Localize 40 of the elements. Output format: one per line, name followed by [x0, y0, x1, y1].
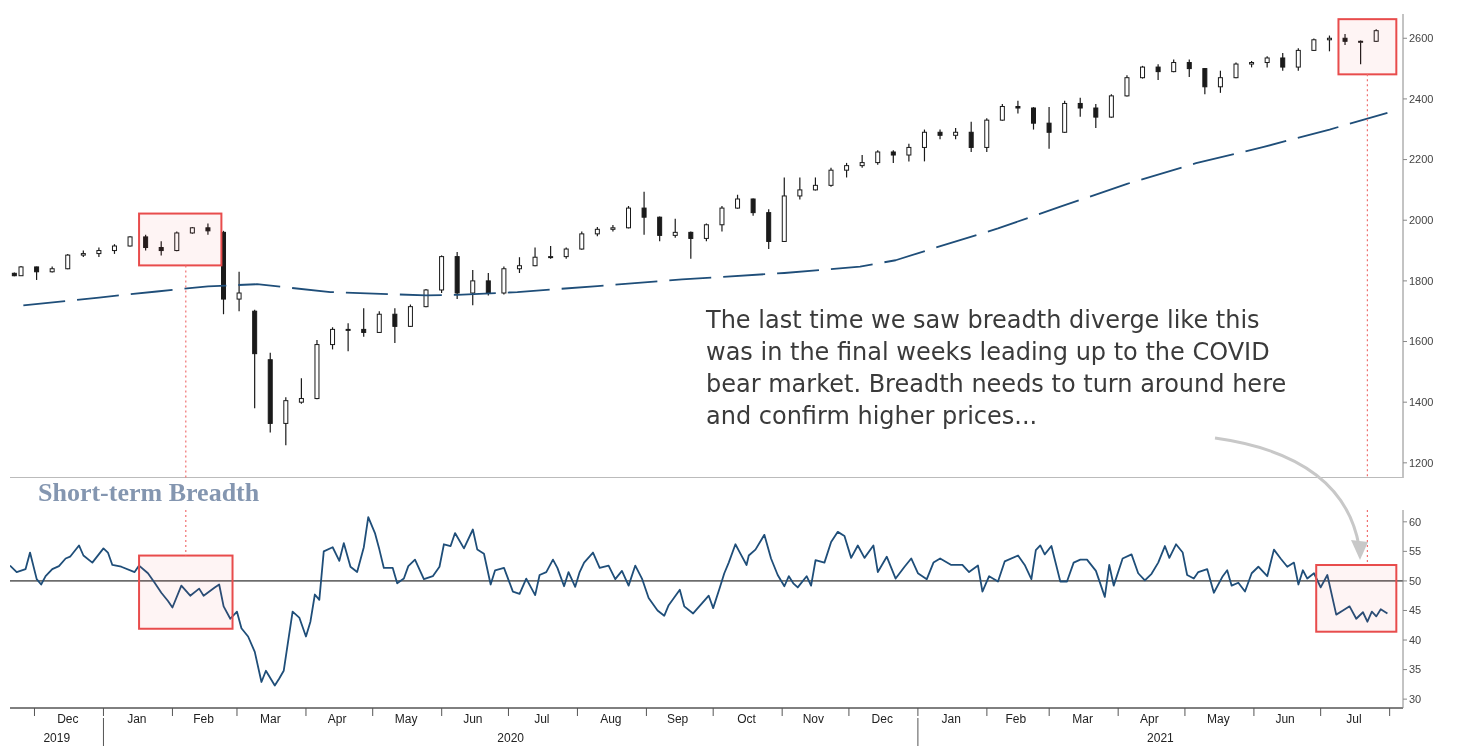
- y-tick-label: 60: [1409, 515, 1422, 528]
- x-tick-label: Jun: [1275, 712, 1295, 726]
- y-tick-label: 2400: [1409, 92, 1434, 105]
- y-tick-label: 50: [1409, 574, 1422, 587]
- y-tick-label: 2200: [1409, 153, 1434, 166]
- x-tick-label: Jun: [463, 712, 483, 726]
- y-tick-label: 30: [1409, 693, 1422, 706]
- x-tick-label: Dec: [57, 712, 79, 726]
- text: 2019: [43, 731, 71, 745]
- x-tick-label: Jul: [1346, 712, 1362, 726]
- x-tick-label: Mar: [1072, 712, 1093, 726]
- x-tick-label: Apr: [1139, 712, 1159, 726]
- y-tick-label: 45: [1409, 604, 1422, 617]
- y-tick-label: 40: [1409, 633, 1422, 646]
- x-tick-label: Apr: [327, 712, 347, 726]
- x-tick-label: May: [1206, 712, 1230, 726]
- x-tick-label: May: [394, 712, 418, 726]
- x-tick-label: Feb: [1005, 712, 1027, 726]
- x-tick-label: Dec: [871, 712, 893, 726]
- y-tick-label: 1600: [1409, 335, 1434, 348]
- x-tick-label: Aug: [600, 712, 622, 726]
- y-tick-label: 1800: [1409, 274, 1434, 287]
- text: 2020: [497, 731, 525, 745]
- x-tick-label: Nov: [802, 712, 824, 726]
- y-tick-label: 55: [1409, 545, 1422, 558]
- x-tick-label: Mar: [260, 712, 281, 726]
- y-tick-label: 2600: [1409, 32, 1434, 45]
- y-tick-label: 1200: [1409, 456, 1434, 469]
- text: 2021: [1147, 731, 1175, 745]
- x-tick-label: Feb: [193, 712, 215, 726]
- annotation: The last time we saw breadth diverge like this was in the final weeks leading up to the COVID bear market. Breadth needs to turn around here and confirm higher prices...: [706, 305, 1288, 432]
- x-tick-label: Jan: [127, 712, 147, 726]
- y-tick-label: 2000: [1409, 214, 1434, 227]
- y-tick-label: 1400: [1409, 396, 1434, 409]
- y-tick-label: 35: [1409, 663, 1422, 676]
- chart-title: Short-term Breadth: [38, 478, 260, 508]
- x-tick-label: Sep: [666, 712, 689, 726]
- x-tick-label: Oct: [737, 712, 757, 726]
- x-tick-label: Jul: [534, 712, 550, 726]
- x-tick-label: Jan: [941, 712, 961, 726]
